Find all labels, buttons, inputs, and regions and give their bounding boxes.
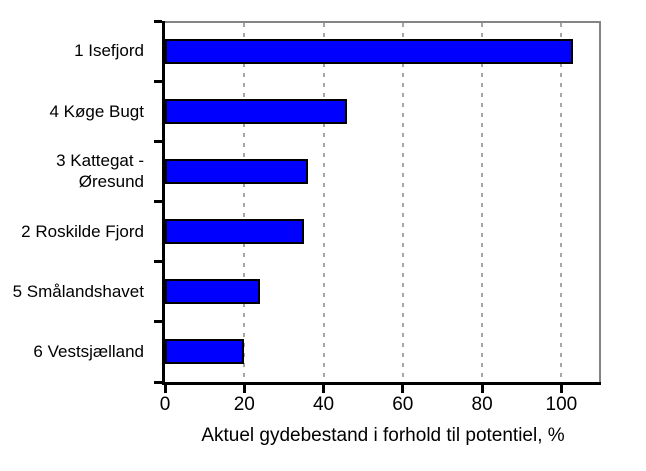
bar xyxy=(165,219,304,245)
x-tick-label: 0 xyxy=(159,394,171,415)
bar xyxy=(165,98,348,124)
gridline-40 xyxy=(322,23,325,382)
x-tick-label: 20 xyxy=(233,394,255,415)
bar xyxy=(165,158,308,184)
x-axis-tick xyxy=(401,385,405,393)
y-category-label: 3 Kattegat - Øresund xyxy=(56,151,144,192)
y-category-label: 1 Isefjord xyxy=(74,41,144,61)
bar xyxy=(165,339,245,365)
y-axis-tick xyxy=(154,380,162,384)
y-category-label: 6 Vestsjælland xyxy=(33,342,144,362)
x-axis-line xyxy=(162,382,601,385)
plot-border-right xyxy=(599,21,601,382)
gridline-80 xyxy=(481,23,484,382)
y-axis-line xyxy=(162,21,165,385)
y-category-label: 5 Smålandshavet xyxy=(12,282,144,302)
gridline-20 xyxy=(243,23,246,382)
x-axis-tick xyxy=(163,385,167,393)
y-axis-tick xyxy=(154,320,162,324)
plot-border-top xyxy=(165,21,601,23)
y-axis-tick xyxy=(154,79,162,83)
x-tick-label: 80 xyxy=(471,394,493,415)
x-axis-tick xyxy=(480,385,484,393)
x-axis-tick xyxy=(242,385,246,393)
x-tick-label: 100 xyxy=(545,394,578,415)
bar xyxy=(165,279,261,305)
y-category-label: 2 Roskilde Fjord xyxy=(21,221,144,241)
x-axis-tick xyxy=(322,385,326,393)
y-axis-tick xyxy=(154,139,162,143)
x-tick-label: 40 xyxy=(312,394,335,415)
bar xyxy=(165,38,574,64)
gridline-100 xyxy=(560,23,563,382)
y-axis-tick xyxy=(154,19,162,23)
x-axis-title: Aktuel gydebestand i forhold til potenti… xyxy=(201,425,565,446)
gridline-60 xyxy=(401,23,404,382)
y-axis-tick xyxy=(154,260,162,264)
x-tick-label: 60 xyxy=(392,394,414,415)
y-axis-tick xyxy=(154,200,162,203)
x-axis-tick xyxy=(559,385,563,393)
y-category-label: 4 Køge Bugt xyxy=(49,101,144,121)
